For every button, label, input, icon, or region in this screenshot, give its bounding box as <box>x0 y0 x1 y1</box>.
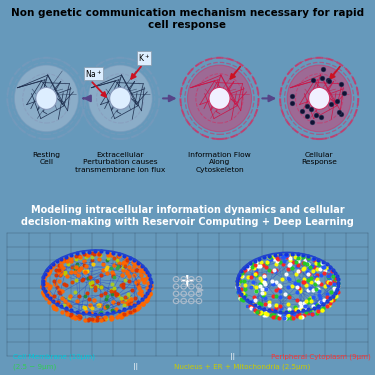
Circle shape <box>287 65 351 132</box>
Text: Non genetic communication mechanism necessary for rapid
cell response: Non genetic communication mechanism nece… <box>11 8 364 30</box>
Circle shape <box>110 87 131 109</box>
Text: Cellular
Response: Cellular Response <box>301 152 337 165</box>
Circle shape <box>309 87 330 109</box>
Circle shape <box>209 87 230 109</box>
Text: Modeling intracellular information dynamics and cellular
decision-making with Re: Modeling intracellular information dynam… <box>21 204 354 227</box>
Text: Cell Membrane (10μm): Cell Membrane (10μm) <box>13 353 95 360</box>
Circle shape <box>14 65 78 132</box>
Circle shape <box>88 65 152 132</box>
Text: K$^+$: K$^+$ <box>138 53 150 64</box>
Text: ||: || <box>228 353 237 360</box>
Circle shape <box>36 87 57 109</box>
Text: Nucleus + ER + Mitochondria (2.5μm): Nucleus + ER + Mitochondria (2.5μm) <box>174 364 310 370</box>
Text: Na$^+$: Na$^+$ <box>85 68 102 80</box>
Text: +: + <box>179 272 196 291</box>
Text: Resting
Cell: Resting Cell <box>32 152 60 165</box>
Circle shape <box>188 65 252 132</box>
Text: ||: || <box>131 363 141 370</box>
Text: (2.5 − 9μm): (2.5 − 9μm) <box>13 364 56 370</box>
Text: Peripheral Cytoplasm (9μm): Peripheral Cytoplasm (9μm) <box>271 353 371 360</box>
Text: Information Flow
Along
Cytoskeleton: Information Flow Along Cytoskeleton <box>188 152 251 172</box>
Text: Extracellular
Perturbation causes
transmembrane ion flux: Extracellular Perturbation causes transm… <box>75 152 165 172</box>
